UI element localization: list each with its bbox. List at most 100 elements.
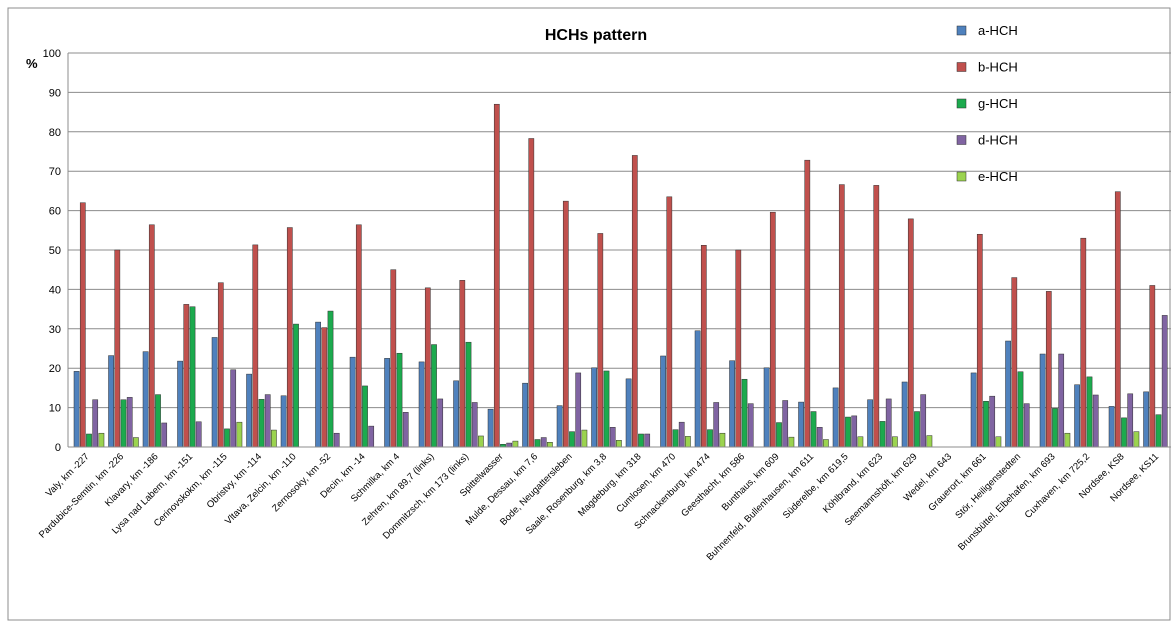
- bar-a-HCH-13: [522, 382, 528, 448]
- bar-d-HCH-13: [540, 437, 547, 448]
- bar-a-HCH-31: [1143, 391, 1149, 448]
- legend-label: a-HCH: [978, 23, 1018, 38]
- bar-b-HCH-16: [631, 155, 638, 448]
- bar-a-HCH-24: [901, 381, 908, 448]
- bar-d-HCH-5: [264, 394, 271, 448]
- bar-g-HCH-11: [465, 341, 472, 448]
- bar-b-HCH-26: [976, 233, 983, 448]
- legend-label: g-HCH: [978, 96, 1018, 111]
- bar-b-HCH-30: [1114, 191, 1121, 448]
- bar-d-HCH-24: [920, 394, 927, 448]
- y-tick-labels: 0 10 20 30 40 50 60 70 80 90 100: [43, 48, 61, 454]
- bar-a-HCH-19: [729, 360, 735, 448]
- bar-g-HCH-18: [707, 429, 713, 448]
- y-tick-label: 10: [49, 403, 61, 415]
- bar-e-HCH-28: [1064, 432, 1071, 448]
- bar-a-HCH-17: [660, 355, 666, 448]
- bar-a-HCH-2: [142, 351, 149, 448]
- bar-d-HCH-26: [989, 395, 996, 448]
- bar-b-HCH-2: [148, 224, 155, 448]
- legend-label: b-HCH: [978, 60, 1018, 75]
- bar-g-HCH-24: [914, 411, 920, 448]
- bar-d-HCH-30: [1127, 393, 1134, 448]
- y-axis-label: %: [26, 56, 38, 71]
- bar-b-HCH-19: [735, 249, 742, 448]
- bar-d-HCH-10: [437, 398, 444, 448]
- bar-g-HCH-9: [396, 352, 403, 448]
- bar-b-HCH-21: [804, 159, 811, 448]
- bar-g-HCH-5: [258, 399, 265, 448]
- bar-e-HCH-30: [1133, 431, 1140, 448]
- bar-a-HCH-15: [591, 367, 597, 448]
- bar-d-HCH-27: [1023, 403, 1030, 448]
- bar-b-HCH-14: [562, 200, 569, 448]
- bar-a-HCH-18: [694, 330, 701, 448]
- bar-e-HCH-13: [547, 442, 553, 448]
- bar-a-HCH-1: [108, 355, 114, 448]
- bar-g-HCH-19: [741, 378, 748, 448]
- bar-b-HCH-28: [1045, 291, 1052, 448]
- bar-b-HCH-11: [459, 280, 466, 448]
- bar-b-HCH-12: [493, 103, 500, 448]
- bar-a-HCH-11: [453, 380, 459, 448]
- chart-border: [7, 7, 1171, 621]
- bar-g-HCH-16: [638, 433, 644, 448]
- bar-e-HCH-11: [478, 435, 484, 448]
- bar-e-HCH-17: [685, 436, 691, 448]
- y-tick-label: 50: [49, 245, 61, 257]
- bar-g-HCH-29: [1086, 376, 1093, 448]
- bar-d-HCH-2: [161, 422, 168, 448]
- bar-g-HCH-3: [189, 306, 196, 448]
- bar-b-HCH-10: [424, 287, 431, 448]
- bar-d-HCH-21: [816, 427, 823, 448]
- bar-e-HCH-18: [719, 432, 726, 448]
- bar-b-HCH-4: [217, 282, 224, 448]
- bar-a-HCH-5: [246, 373, 252, 448]
- bar-g-HCH-28: [1052, 408, 1058, 448]
- bar-a-HCH-30: [1108, 406, 1115, 448]
- bar-g-HCH-10: [431, 344, 437, 448]
- bar-a-HCH-14: [556, 405, 563, 448]
- bar-d-HCH-18: [713, 402, 720, 448]
- legend-label: e-HCH: [978, 169, 1018, 184]
- bar-d-HCH-1: [126, 397, 133, 448]
- bar-e-HCH-20: [788, 436, 795, 448]
- bar-g-HCH-30: [1121, 417, 1127, 448]
- bar-d-HCH-15: [609, 427, 616, 448]
- bar-g-HCH-26: [983, 401, 989, 448]
- bar-d-HCH-23: [885, 398, 892, 448]
- bar-g-HCH-14: [569, 431, 575, 448]
- y-tick-label: 70: [49, 166, 61, 178]
- legend: a-HCH b-HCH g-HCH d-HCH e-HCH: [956, 23, 1018, 184]
- bar-d-HCH-11: [471, 402, 478, 448]
- bar-a-HCH-22: [832, 387, 839, 448]
- bar-g-HCH-22: [845, 416, 851, 448]
- bar-e-HCH-14: [581, 429, 588, 448]
- legend-swatch: [956, 171, 967, 182]
- y-tick-label: 20: [49, 363, 61, 375]
- bar-g-HCH-2: [155, 394, 161, 448]
- bar-g-HCH-27: [1017, 371, 1024, 448]
- bar-b-HCH-1: [114, 249, 121, 448]
- bar-b-HCH-5: [252, 244, 259, 448]
- bar-d-HCH-16: [644, 433, 651, 448]
- bar-a-HCH-10: [418, 361, 425, 448]
- bar-b-HCH-29: [1080, 237, 1087, 448]
- bar-d-HCH-29: [1092, 394, 1099, 448]
- bar-a-HCH-26: [970, 372, 977, 448]
- bar-a-HCH-12: [487, 408, 494, 448]
- bar-g-HCH-17: [672, 429, 679, 448]
- bar-b-HCH-31: [1149, 285, 1156, 448]
- bar-g-HCH-23: [879, 421, 886, 448]
- bar-a-HCH-7: [315, 321, 321, 448]
- bar-d-HCH-3: [195, 421, 202, 448]
- bar-b-HCH-0: [79, 202, 86, 448]
- bar-g-HCH-20: [776, 422, 782, 448]
- bar-g-HCH-15: [603, 370, 610, 448]
- bar-b-HCH-6: [286, 227, 293, 448]
- bar-d-HCH-4: [230, 369, 237, 448]
- bar-g-HCH-13: [534, 439, 541, 448]
- y-tick-label: 40: [49, 284, 61, 296]
